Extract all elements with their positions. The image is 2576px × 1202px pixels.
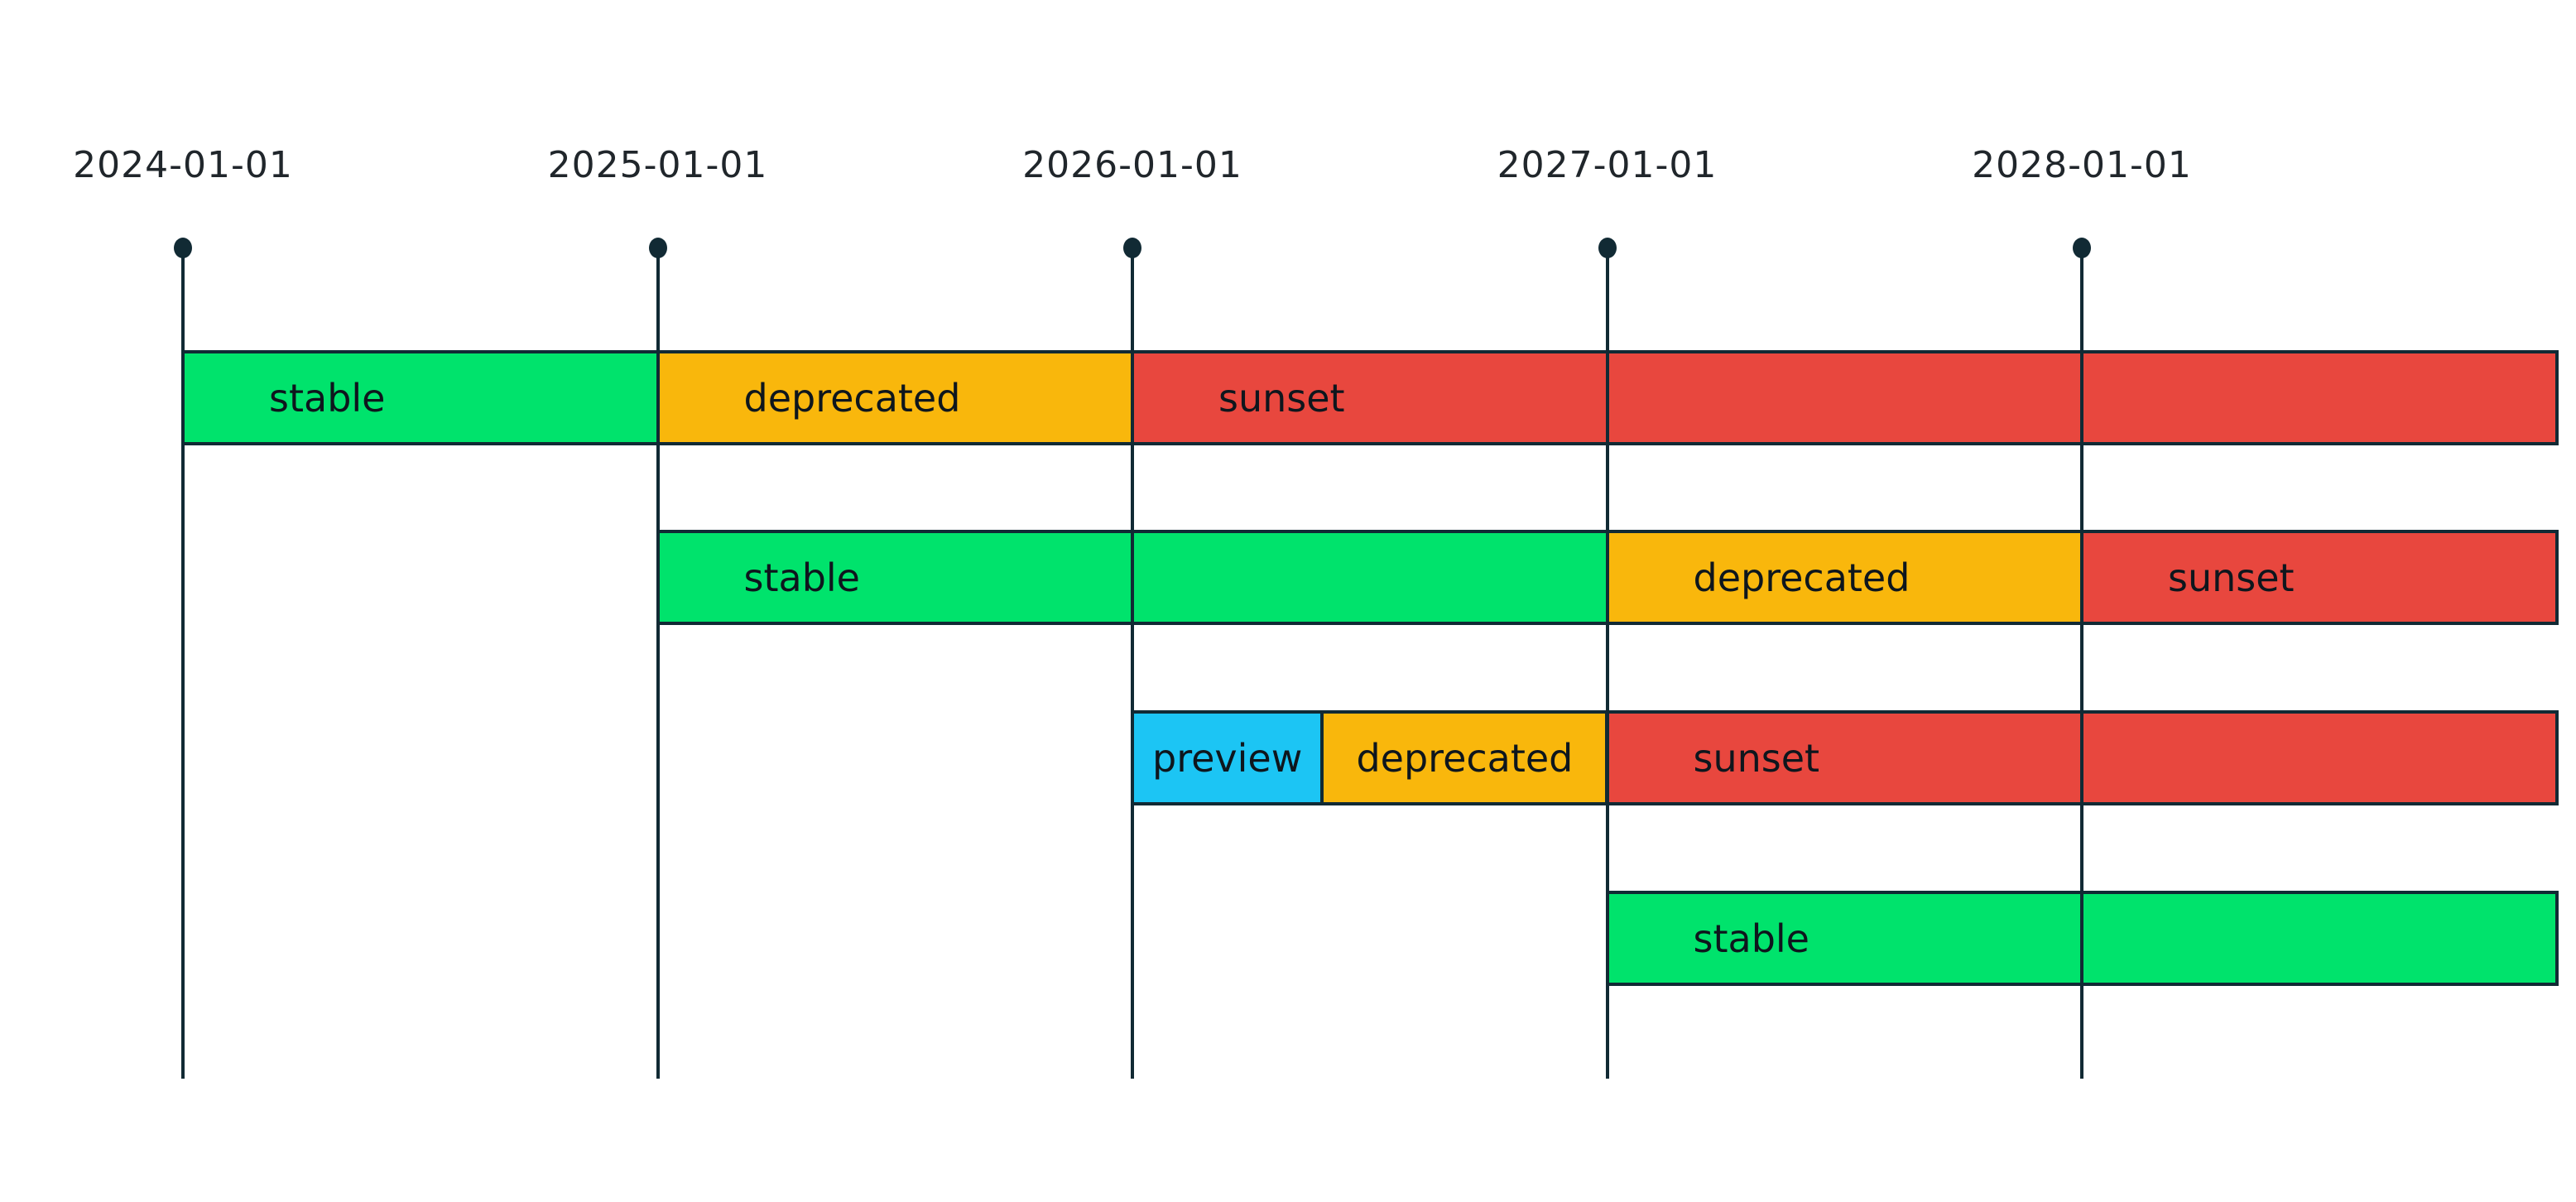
segment-label: deprecated — [743, 375, 961, 421]
timeline-segment-sunset: sunset — [1131, 350, 1609, 445]
segment-label: deprecated — [1356, 735, 1574, 781]
timeline-segment-stable: stable — [181, 350, 660, 445]
segment-label: stable — [743, 555, 860, 600]
axis-tick-line — [1131, 248, 1134, 1079]
timeline-segment-stable: stable — [1605, 891, 2083, 986]
timeline-segment-stable — [2080, 891, 2559, 986]
axis-tick-dot — [648, 238, 667, 258]
axis-tick-line — [2080, 248, 2083, 1079]
timeline-segment-sunset — [1605, 350, 2083, 445]
timeline-segment-stable — [1131, 530, 1609, 625]
timeline-segment-preview: preview — [1131, 710, 1324, 805]
segment-label: sunset — [1693, 735, 1820, 781]
timeline-segment-sunset — [2080, 350, 2559, 445]
axis-tick-dot — [1123, 238, 1141, 258]
segment-label: sunset — [1218, 375, 1345, 421]
segment-label: stable — [269, 375, 386, 421]
timeline-segment-sunset — [2080, 710, 2559, 805]
axis-tick-dot — [2073, 238, 2091, 258]
axis-date-label: 2027-01-01 — [1497, 144, 1718, 186]
timeline-segment-deprecated: deprecated — [1605, 530, 2083, 625]
timeline-segment-sunset: sunset — [2080, 530, 2559, 625]
segment-label: deprecated — [1693, 555, 1910, 600]
axis-date-label: 2028-01-01 — [1972, 144, 2192, 186]
axis-date-label: 2024-01-01 — [73, 144, 293, 186]
timeline-segment-deprecated: deprecated — [656, 350, 1134, 445]
axis-tick-line — [1605, 248, 1609, 1079]
axis-tick-dot — [1598, 238, 1617, 258]
timeline-segment-stable: stable — [656, 530, 1134, 625]
segment-label: preview — [1152, 735, 1303, 781]
timeline-segment-deprecated: deprecated — [1320, 710, 1609, 805]
axis-tick-line — [181, 248, 185, 1079]
segment-label: stable — [1693, 916, 1809, 961]
timeline-segment-sunset: sunset — [1605, 710, 2083, 805]
axis-date-label: 2026-01-01 — [1022, 144, 1242, 186]
segment-label: sunset — [2168, 555, 2295, 600]
axis-date-label: 2025-01-01 — [547, 144, 768, 186]
axis-tick-line — [656, 248, 660, 1079]
axis-tick-dot — [174, 238, 192, 258]
